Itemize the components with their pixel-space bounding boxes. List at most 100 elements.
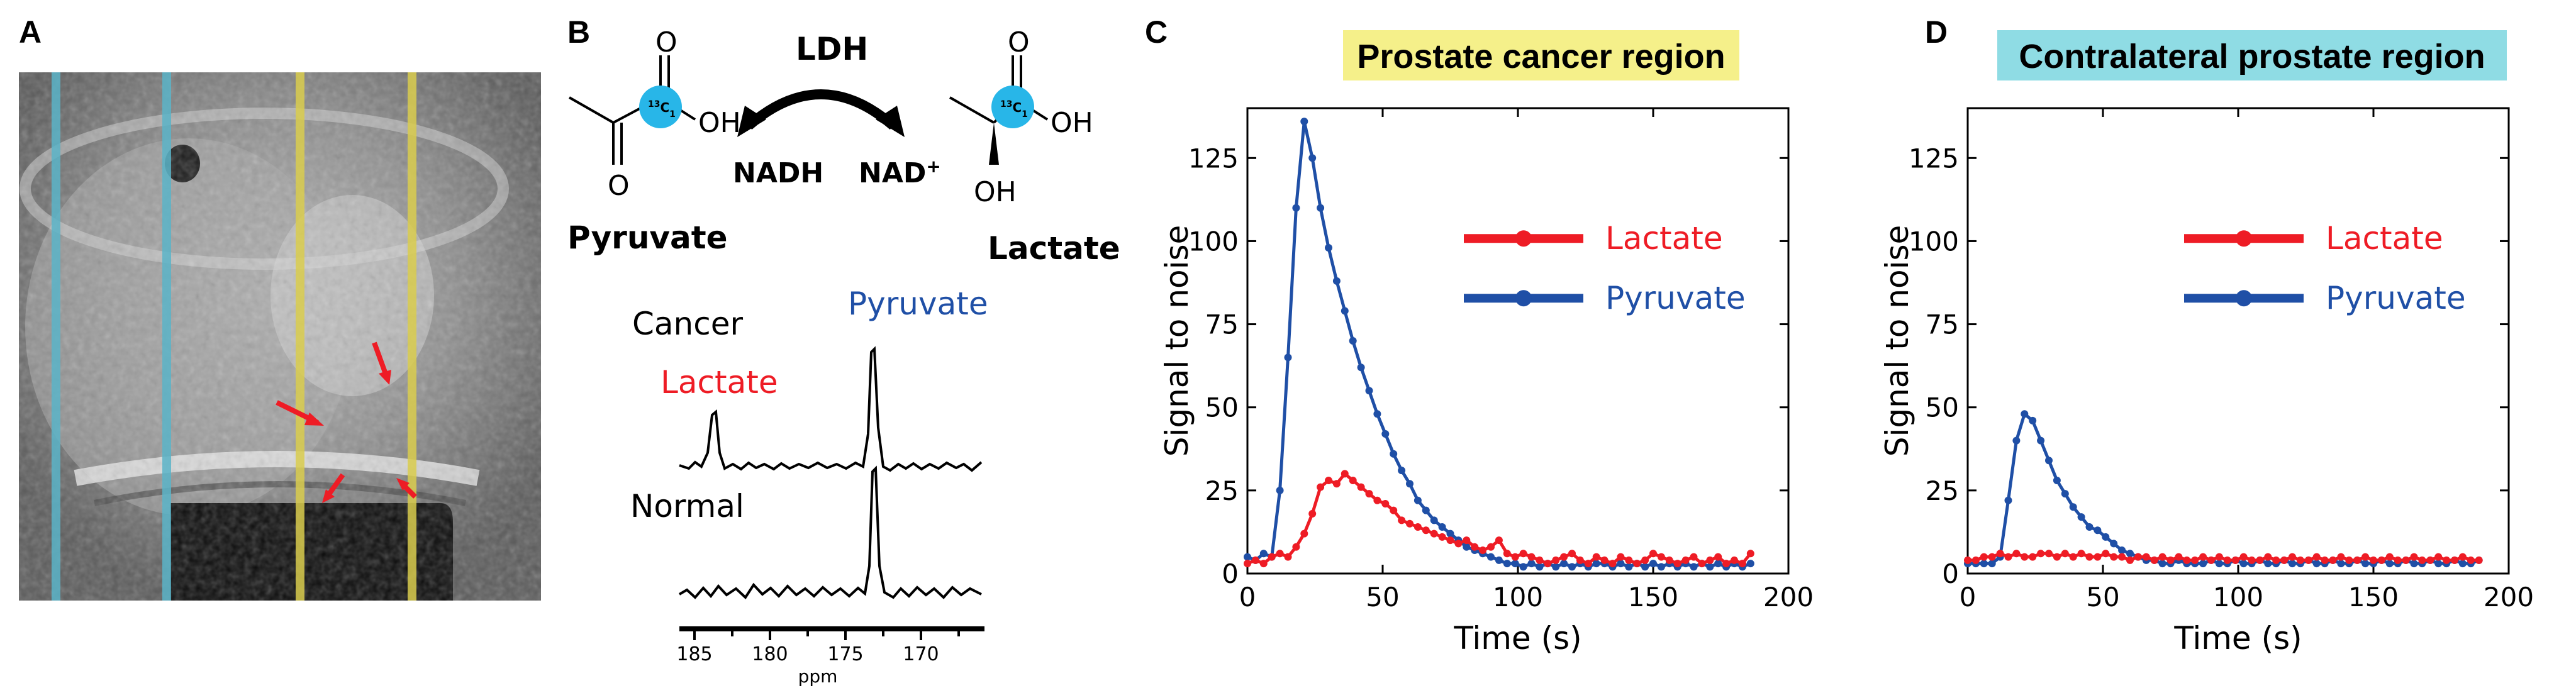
chart-c-lactate-point-43 [1592, 553, 1600, 561]
chart-c-pyruvate-point-34 [1519, 563, 1527, 571]
chart-c-lactate-point-10 [1325, 477, 1332, 484]
chart-c-pyruvate-point-50 [1649, 560, 1657, 568]
chart-c-lactate-point-34 [1519, 550, 1527, 558]
chart-c-ytick-label-1: 25 [1205, 475, 1239, 506]
lactate-side-oh: OH [974, 176, 1017, 208]
chart-d-pyruvate-point-52 [2385, 560, 2394, 568]
chart-d-lactate-point-10 [2045, 550, 2053, 558]
chart-c-pyruvate-point-10 [1325, 244, 1332, 252]
chart-c-pyruvate-point-33 [1511, 560, 1519, 568]
chart-c-lactate-point-11 [1332, 480, 1341, 488]
chart-d-lactate-point-26 [2175, 553, 2183, 561]
ppm-axis-label: ppm [798, 666, 838, 687]
lactate-c13-marker [991, 86, 1034, 128]
chart-d-lactate-point-11 [2053, 553, 2061, 561]
chart-c-lactate-point-53 [1673, 560, 1681, 568]
chart-d-lactate-point-41 [2296, 556, 2304, 564]
chart-c-pyruvate-point-27 [1463, 543, 1471, 551]
panel-c-label: C [1145, 14, 1168, 50]
chart-c-xtick-label-2: 100 [1493, 582, 1543, 613]
chart-c-lactate-point-19 [1398, 516, 1406, 524]
cofactor-nad-sup: + [926, 156, 940, 177]
chart-c-pyruvate-point-30 [1487, 553, 1495, 561]
chart-c-lactate-point-33 [1511, 553, 1519, 561]
chart-c-lactate-point-35 [1527, 553, 1536, 561]
chart-d-ytick-label-5: 125 [1909, 143, 1959, 174]
chart-c-xtick-label-3: 150 [1628, 582, 1678, 613]
chart-d-lactate-point-34 [2239, 553, 2248, 561]
chart-c-pyruvate-point-9 [1317, 204, 1325, 212]
chart-d-lactate-point-57 [2426, 556, 2434, 564]
chart-c-title-bg [1343, 30, 1739, 80]
chart-d-lactate-point-25 [2166, 556, 2175, 564]
chart-d-pyruvate-point-8 [2029, 416, 2037, 424]
chart-d-lactate-point-20 [2126, 556, 2134, 564]
chart-d-lactate-point-14 [2077, 550, 2085, 558]
chart-c-lactate-point-32 [1503, 550, 1511, 558]
chart-c-lactate-point-6 [1292, 543, 1300, 551]
chart-c-pyruvate-point-32 [1503, 560, 1511, 568]
chart-d-lactate-point-19 [2118, 553, 2126, 561]
chart-d-pyruvate-point-61 [2458, 560, 2467, 568]
chart-d-lactate-point-38 [2272, 556, 2280, 564]
chart-d-lactate-point-59 [2443, 556, 2451, 564]
chart-c-pyruvate-point-23 [1430, 516, 1438, 524]
chart-d-lactate-point-47 [2345, 556, 2353, 564]
chart-d-lactate-point-37 [2264, 553, 2272, 561]
chart-d-lactate-point-17 [2102, 550, 2110, 558]
chart-c-lactate-point-7 [1300, 529, 1308, 538]
chart-c-lactate-point-1 [1251, 556, 1259, 564]
pyruvate-c13-marker [639, 86, 682, 128]
svg-text:13C1: 13C1 [1000, 99, 1028, 119]
chart-c-xtick-label-4: 200 [1763, 582, 1814, 613]
chart-d-lactate-point-33 [2231, 556, 2239, 564]
lactate-c13-sub: 1 [1022, 109, 1028, 119]
chart-d-lactate-point-43 [2312, 553, 2321, 561]
chart-c-lactate-point-14 [1357, 483, 1365, 491]
chart-d-pyruvate-point-46 [2337, 560, 2345, 568]
chart-d-lactate-point-21 [2134, 553, 2142, 561]
chart-c-lactate-point-37 [1544, 560, 1552, 568]
chart-c-lactate-point-20 [1406, 519, 1413, 528]
lactate-carbonyl-o: O [1008, 26, 1030, 58]
yellow-slice-right [408, 72, 416, 601]
chart-d-ytick-label-2: 50 [1926, 392, 1959, 423]
yellow-slice-left [296, 72, 304, 601]
chart-c-pyruvate-point-39 [1560, 560, 1568, 568]
chart-d-lactate-point-27 [2183, 556, 2191, 564]
chart-c-lactate-point-60 [1731, 556, 1738, 564]
chart-c-ytick-label-3: 75 [1205, 309, 1239, 340]
chart-d-pyruvate-point-24 [2158, 560, 2166, 568]
chart-c-pyruvate-point-58 [1714, 560, 1722, 568]
ppm-tick-1: 180 [752, 643, 788, 665]
chart-d-lactate-point-12 [2061, 550, 2069, 558]
chart-c-pyruvate-point-19 [1398, 467, 1406, 475]
chart-c-pyruvate-point-49 [1641, 563, 1649, 571]
chart-c-pyruvate-point-20 [1406, 480, 1413, 488]
chart-c-lactate-point-49 [1641, 556, 1649, 564]
chart-d-lactate-point-22 [2142, 553, 2150, 561]
chart-c-lactate-point-39 [1560, 553, 1568, 561]
chart-c-lactate-point-26 [1454, 540, 1463, 548]
chart-d-lactate-point-58 [2434, 553, 2443, 561]
spectrum-cancer [679, 346, 983, 472]
chart-d-lactate-point-63 [2475, 556, 2483, 564]
chart-d-pyruvate-point-37 [2264, 560, 2272, 568]
chart-c-lactate-point-52 [1665, 556, 1673, 564]
chart-d-legend-lactate-label: Lactate [2326, 220, 2443, 257]
cofactor-nad-base: NAD [859, 157, 926, 189]
chart-d-pyruvate-point-7 [2021, 410, 2029, 418]
chart-d-pyruvate-point-5 [2004, 496, 2012, 504]
chart-c-lactate-point-51 [1657, 553, 1665, 561]
chart-c-pyruvate-point-11 [1332, 277, 1341, 285]
chart-d-legend-lactate-marker [2236, 230, 2252, 247]
chart-c-pyruvate-point-18 [1390, 450, 1398, 458]
chart-c-pyruvate-point-12 [1341, 307, 1349, 315]
chart-d-lactate-point-51 [2377, 556, 2385, 564]
ppm-tick-2: 175 [827, 643, 863, 665]
chart-d-lactate-point-15 [2085, 553, 2094, 561]
chart-d-lactate-point-30 [2207, 556, 2215, 564]
chart-d-plot-frame [1966, 107, 2510, 575]
chart-c-lactate-point-46 [1617, 553, 1625, 561]
chart-d-lactate-point-8 [2029, 553, 2037, 561]
